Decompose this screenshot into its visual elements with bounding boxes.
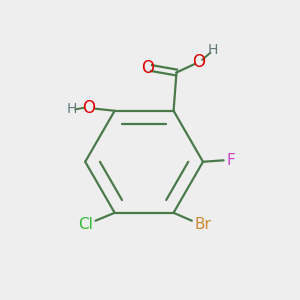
Text: O: O <box>192 53 205 71</box>
Text: O: O <box>141 59 154 77</box>
Text: Cl: Cl <box>78 217 93 232</box>
Text: H: H <box>67 102 77 116</box>
Text: F: F <box>226 153 235 168</box>
Text: O: O <box>82 99 95 117</box>
Text: H: H <box>208 44 218 57</box>
Text: Br: Br <box>195 217 212 232</box>
